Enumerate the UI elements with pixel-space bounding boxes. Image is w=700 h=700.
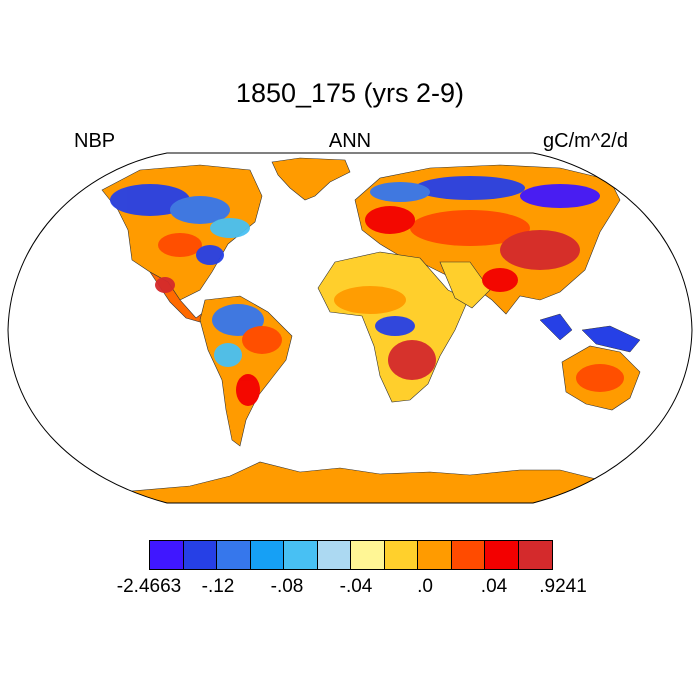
colorbar-box (384, 541, 418, 569)
colorbar-box (317, 541, 351, 569)
colorbar-box (351, 541, 385, 569)
colorbar-box (150, 541, 184, 569)
colorbar-box (217, 541, 251, 569)
greenland-landmass (271, 157, 351, 201)
colorbar-box (250, 541, 284, 569)
colorbar-tick-label: -.08 (270, 576, 304, 597)
colorbar-tick-label: .0 (417, 576, 433, 597)
colorbar-box (451, 541, 485, 569)
plot-title: 1850_175 (yrs 2-9) (235, 78, 465, 108)
units-label: gC/m^2/d (543, 130, 628, 152)
colorbar-box (418, 541, 452, 569)
colorbar-box (284, 541, 318, 569)
season-label: ANN (328, 130, 372, 152)
arabia-landmass (439, 261, 491, 309)
colorbar-box (518, 541, 552, 569)
colorbar-tick-label: -.04 (339, 576, 373, 597)
colorbar-tick-label: .9241 (539, 576, 587, 597)
nbp-patches (110, 176, 624, 406)
colorbar (149, 540, 553, 570)
globe-outline (7, 152, 693, 504)
colorbar-tick-label: -.12 (201, 576, 235, 597)
colorbar-box (183, 541, 217, 569)
colorbar-tick-label: -2.4663 (116, 576, 182, 597)
southeast-asia-islands (539, 313, 641, 353)
colorbar-box (485, 541, 519, 569)
variable-label: NBP (74, 130, 116, 152)
colorbar-tick-label: .04 (480, 576, 508, 597)
